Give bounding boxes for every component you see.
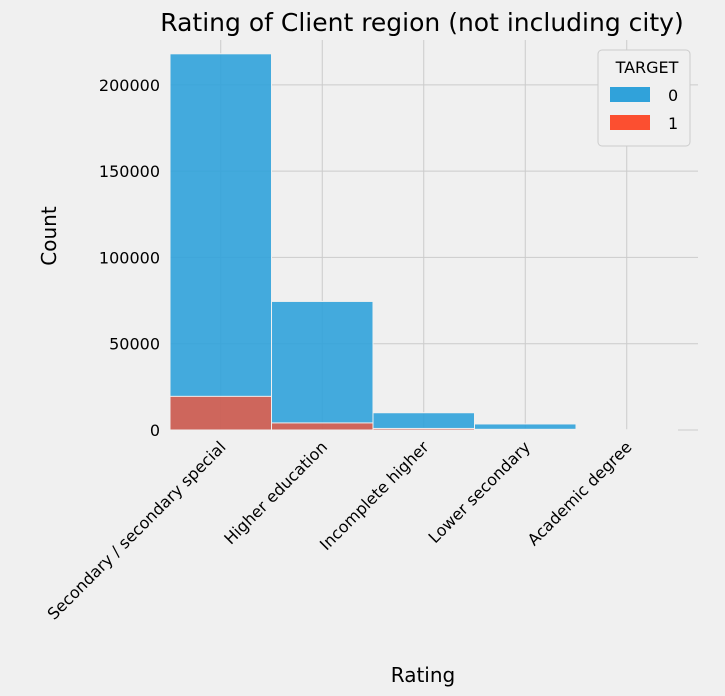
y-axis-label: Count: [37, 206, 61, 266]
bar-target-0: [169, 53, 272, 431]
bar-target-1: [474, 428, 577, 431]
bar-target-1: [372, 427, 475, 431]
x-tick-label: Secondary / secondary special: [44, 437, 230, 623]
y-tick-label: 100000: [99, 248, 160, 267]
bars: [169, 53, 678, 431]
bar-target-1: [169, 395, 272, 431]
legend-label-0: 0: [668, 86, 678, 105]
legend-title: TARGET: [615, 58, 679, 77]
chart-title: Rating of Client region (not including c…: [160, 8, 683, 37]
y-tick-labels: 0 50000 100000 150000 200000: [99, 76, 160, 440]
bar-target-1: [271, 422, 374, 431]
legend-swatch-0: [610, 87, 650, 102]
x-axis-label: Rating: [391, 663, 455, 687]
x-tick-label: Academic degree: [524, 437, 636, 549]
y-tick-label: 200000: [99, 76, 160, 95]
x-tick-label: Incomplete higher: [316, 437, 433, 554]
legend-swatch-1: [610, 115, 650, 130]
bar-target-0: [271, 300, 374, 431]
x-tick-label: Lower secondary: [425, 437, 535, 547]
y-tick-label: 150000: [99, 162, 160, 181]
x-tick-label: Higher education: [220, 437, 331, 548]
legend: TARGET 0 1: [597, 49, 691, 147]
legend-label-1: 1: [668, 114, 678, 133]
bar-target-0: [372, 412, 475, 431]
y-tick-label: 50000: [109, 335, 160, 354]
y-tick-label: 0: [150, 421, 160, 440]
